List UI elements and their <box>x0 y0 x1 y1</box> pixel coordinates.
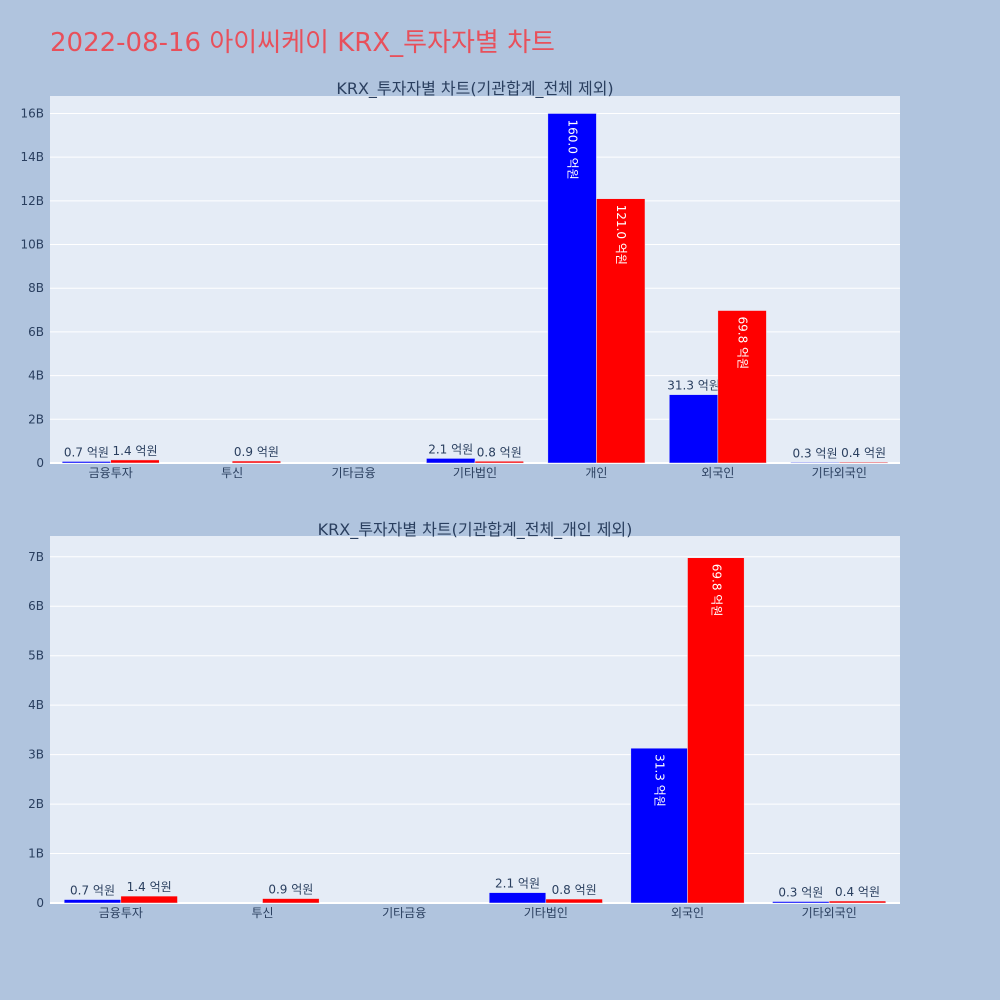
y-tick-label: 0 <box>36 456 44 470</box>
bar <box>547 113 597 464</box>
bar <box>772 901 830 904</box>
bar-data-label: 31.3 억원 <box>653 754 667 807</box>
y-tick-label: 0 <box>36 896 44 910</box>
x-tick-label: 기타법인 <box>453 466 497 480</box>
x-tick-label: 기타외국인 <box>812 466 867 480</box>
bar <box>687 557 745 904</box>
bar <box>426 458 476 464</box>
x-tick-label: 기타금융 <box>331 466 375 480</box>
y-tick-label: 14B <box>20 150 44 164</box>
bar <box>828 900 887 904</box>
bar <box>596 198 646 464</box>
x-tick-label: 기타금융 <box>382 906 426 920</box>
y-tick-label: 2B <box>28 797 44 811</box>
y-tick-label: 12B <box>20 194 44 208</box>
x-tick-label: 투신 <box>251 906 273 920</box>
bar-data-label: 0.4 억원 <box>835 885 880 899</box>
x-tick-label: 투신 <box>221 466 243 480</box>
chart-title: KRX_투자자별 차트(기관합계_전체_개인 제외) <box>318 520 633 540</box>
bar-data-label: 0.4 억원 <box>841 446 886 460</box>
y-tick-label: 4B <box>28 369 44 383</box>
x-tick-label: 기타외국인 <box>802 906 857 920</box>
y-tick-label: 16B <box>20 106 44 120</box>
bar-data-label: 2.1 억원 <box>428 442 473 456</box>
x-tick-label: 외국인 <box>701 466 734 480</box>
y-tick-label: 3B <box>28 748 44 762</box>
bar <box>839 461 889 464</box>
bar <box>717 310 767 464</box>
bar-data-label: 0.8 억원 <box>477 445 522 459</box>
bar <box>120 895 178 904</box>
bar <box>669 394 719 464</box>
x-tick-label: 개인 <box>585 466 607 480</box>
bar <box>488 892 547 904</box>
bar <box>231 460 281 464</box>
bar <box>474 461 524 464</box>
bar-data-label: 2.1 억원 <box>495 877 540 891</box>
chart-title: KRX_투자자별 차트(기관합계_전체 제외) <box>336 79 613 99</box>
bar-data-label: 69.8 억원 <box>736 317 750 370</box>
x-tick-label: 금융투자 <box>99 906 143 920</box>
bar-data-label: 0.7 억원 <box>70 884 115 898</box>
plot-area <box>50 536 900 903</box>
bar-data-label: 0.9 억원 <box>234 445 279 459</box>
x-tick-label: 금융투자 <box>89 466 133 480</box>
bar-data-label: 0.7 억원 <box>64 445 109 459</box>
bar-data-label: 0.3 억원 <box>778 886 823 900</box>
bar-data-label: 1.4 억원 <box>113 444 158 458</box>
bar <box>63 899 122 904</box>
bar-data-label: 160.0 억원 <box>566 119 580 179</box>
y-tick-label: 5B <box>28 649 44 663</box>
bar <box>630 747 688 904</box>
bar-data-label: 31.3 억원 <box>667 379 720 393</box>
y-tick-label: 10B <box>20 238 44 252</box>
page-title: 2022-08-16 아이씨케이 KRX_투자자별 차트 <box>50 28 555 58</box>
y-tick-label: 4B <box>28 698 44 712</box>
bar-data-label: 1.4 억원 <box>127 880 172 894</box>
x-tick-label: 기타법인 <box>524 906 568 920</box>
bar-data-label: 0.9 억원 <box>268 883 313 897</box>
y-tick-label: 6B <box>28 325 44 339</box>
bar-data-label: 0.8 억원 <box>552 883 597 897</box>
y-tick-label: 7B <box>28 550 44 564</box>
y-tick-label: 1B <box>28 847 44 861</box>
bar <box>110 459 160 464</box>
y-tick-label: 6B <box>28 599 44 613</box>
bar-data-label: 0.3 억원 <box>793 446 838 460</box>
y-tick-label: 2B <box>28 412 44 426</box>
bar-data-label: 121.0 억원 <box>614 205 628 265</box>
x-tick-label: 외국인 <box>671 906 704 920</box>
bar <box>545 898 603 904</box>
bar-data-label: 69.8 억원 <box>709 564 723 617</box>
bar <box>262 898 320 904</box>
y-tick-label: 8B <box>28 281 44 295</box>
